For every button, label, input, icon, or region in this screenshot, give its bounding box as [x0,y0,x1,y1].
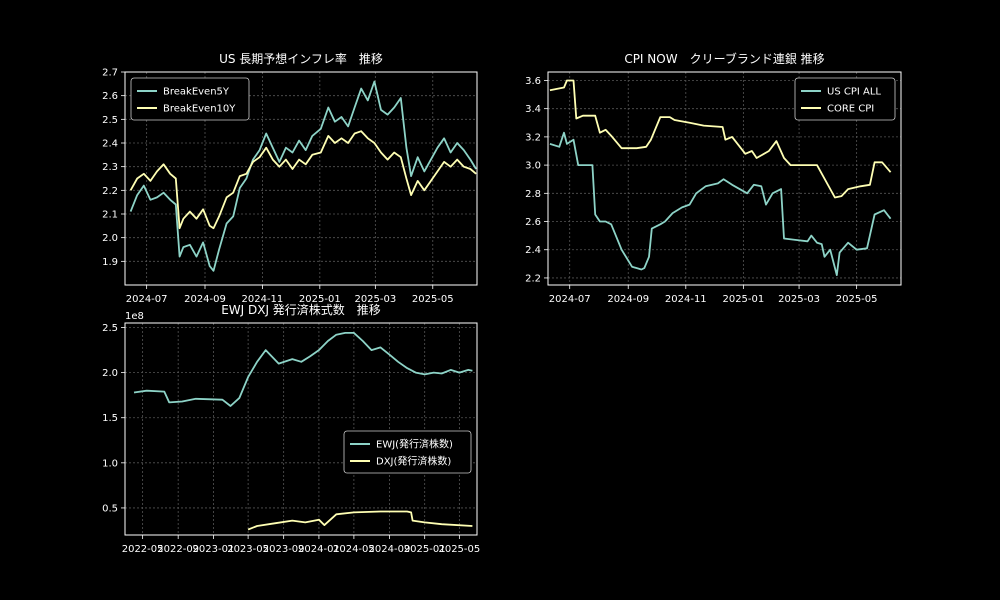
x-tick-label: 2025-01 [299,294,341,305]
x-tick-label: 2025-01 [404,544,446,555]
x-tick-label: 2025-01 [722,294,764,305]
y-tick-label: 1.0 [102,458,118,469]
y-tick-label: 1.5 [102,413,118,424]
x-tick-label: 2024-09 [184,294,226,305]
chart-title: CPI NOW クリーブランド連銀 推移 [624,51,824,66]
chart-cpi-now: 2.2 2.4 2.6 2.8 3.0 3.2 3.4 3.6 2024-07 2024-09 20… [525,51,902,305]
legend-label: BreakEven5Y [163,87,230,98]
axes-frame [124,71,478,286]
y-tick-label: 2.7 [102,68,118,79]
y-tick-label: 1.9 [102,257,118,268]
x-tick-label: 2025-05 [836,294,878,305]
y-tick-label: 2.4 [525,245,541,256]
chart-title: EWJ DXJ 発行済株式数 推移 [221,302,381,317]
y-tick-label: 2.8 [525,189,541,200]
y-tick-label: 3.0 [525,161,541,172]
x-tick-label: 2025-03 [778,294,820,305]
x-tick-label: 2025-05 [412,294,454,305]
legend-label: US CPI ALL [827,87,881,98]
y-tick-label: 2.0 [102,233,118,244]
chart-shares-outstanding: 0.51.01.52.02.52022-052022-092023-012023… [102,302,480,555]
y-tick-label: 2.3 [102,162,118,173]
legend-box [343,430,472,474]
series-line-1 [129,130,477,230]
x-tick-label: 2024-05 [333,544,375,555]
chart-breakeven: 1.9 2.0 2.1 2.2 2.3 2.4 2.5 2.6 2.7 2024-07 2024-0… [102,51,478,305]
legend-label: DXJ(発行済株数) [376,455,451,468]
y-tick-label: 3.2 [525,132,541,143]
x-tick-label: 2025-03 [354,294,396,305]
x-tick-label: 2024-09 [369,544,411,555]
series-line-0 [549,131,892,276]
y-tick-label: 3.4 [525,104,541,115]
x-tick-label: 2023-05 [227,544,269,555]
legend: EWJ(発行済株数) DXJ(発行済株数) [343,430,472,474]
legend: BreakEven5Y BreakEven10Y [130,77,250,121]
legend-label: CORE CPI [827,104,874,115]
x-tick-label: 2025-05 [438,544,480,555]
y-tick-label: 2.0 [102,368,118,379]
x-tick-label: 2024-11 [242,294,284,305]
y-tick-label: 2.2 [102,186,118,197]
x-tick-label: 2023-09 [263,544,305,555]
x-tick-label: 2024-09 [607,294,649,305]
x-tick-label: 2024-01 [298,544,340,555]
axis-offset-label: 1e8 [125,311,144,322]
legend-label: EWJ(発行済株数) [376,438,453,451]
series-line-0 [129,80,477,272]
y-tick-label: 2.6 [102,91,118,102]
series-line-1 [549,79,892,199]
chart-title: US 長期予想インフレ率 推移 [219,51,383,66]
x-tick-label: 2024-07 [126,294,168,305]
legend-box [130,77,250,121]
axes-frame [547,71,902,286]
y-tick-label: 2.5 [102,115,118,126]
legend: US CPI ALL CORE CPI [794,77,896,121]
y-tick-label: 2.1 [102,210,118,221]
legend-box [794,77,896,121]
x-tick-label: 2024-11 [665,294,707,305]
axes-frame [124,322,478,536]
y-tick-label: 2.5 [102,323,118,334]
y-tick-label: 2.6 [525,217,541,228]
series-line-1 [247,510,473,531]
legend-label: BreakEven10Y [163,104,236,115]
x-tick-label: 2022-05 [122,544,164,555]
y-tick-label: 2.2 [525,273,541,284]
series-line-0 [133,332,473,407]
x-tick-label: 2024-07 [549,294,591,305]
x-tick-label: 2022-09 [157,544,199,555]
y-tick-label: 0.5 [102,503,118,514]
y-tick-label: 3.6 [525,76,541,87]
x-tick-label: 2023-01 [193,544,235,555]
y-tick-label: 2.4 [102,139,118,150]
